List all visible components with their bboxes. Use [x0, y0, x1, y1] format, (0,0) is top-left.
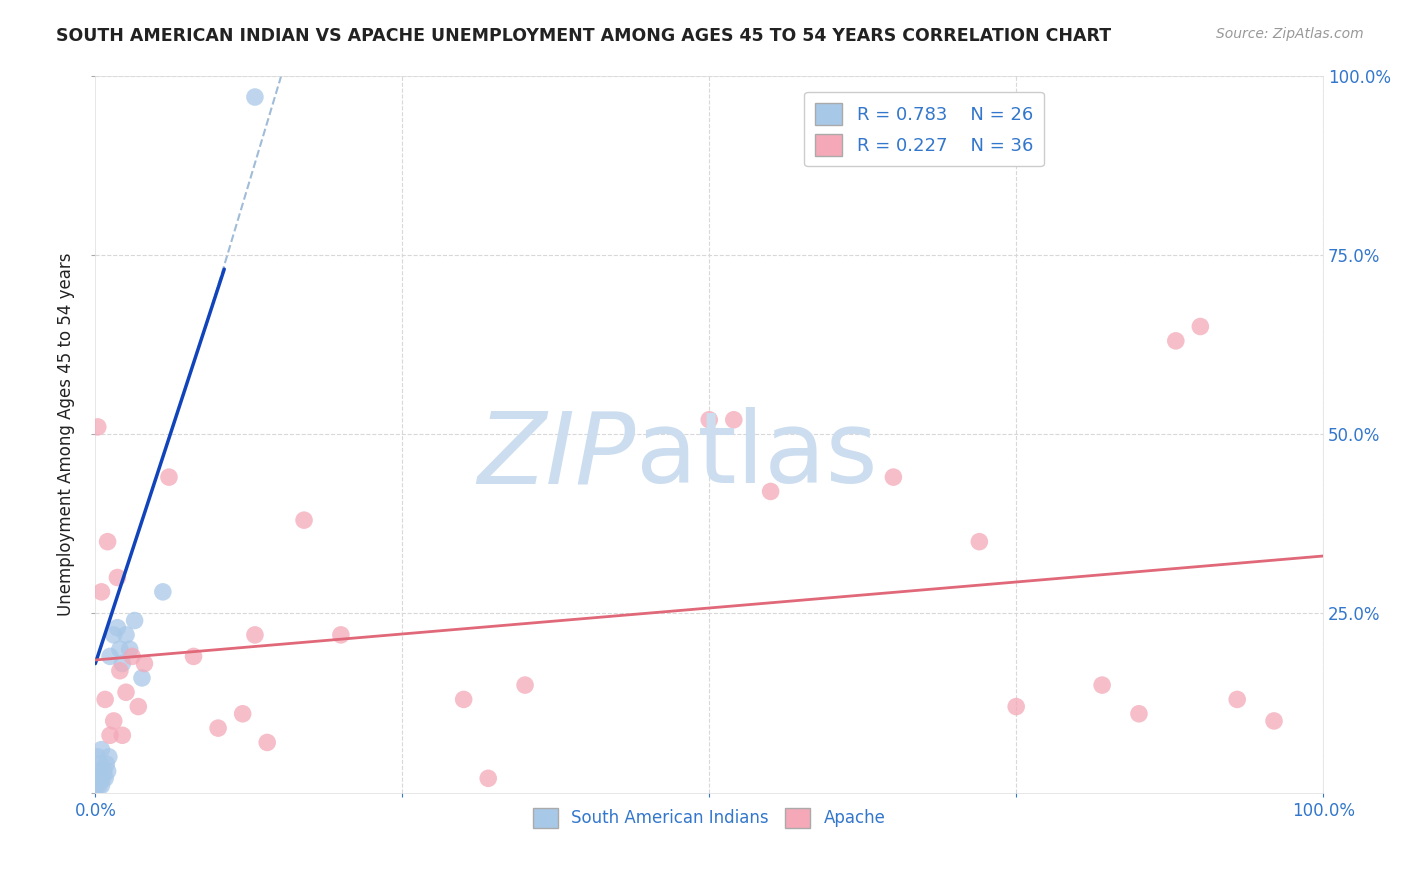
- Point: [1164, 334, 1187, 348]
- Text: ZIP: ZIP: [477, 407, 636, 504]
- Point: [243, 628, 266, 642]
- Point: [292, 513, 315, 527]
- Point: [152, 585, 174, 599]
- Point: [97, 764, 120, 779]
- Point: [87, 749, 110, 764]
- Point: [87, 764, 110, 779]
- Point: [96, 756, 118, 771]
- Point: [87, 772, 110, 786]
- Point: [103, 714, 125, 728]
- Text: atlas: atlas: [636, 407, 877, 504]
- Point: [89, 756, 111, 771]
- Point: [882, 470, 904, 484]
- Point: [759, 484, 782, 499]
- Point: [157, 470, 180, 484]
- Point: [1189, 319, 1212, 334]
- Point: [87, 420, 110, 434]
- Point: [723, 413, 745, 427]
- Point: [108, 642, 131, 657]
- Point: [134, 657, 156, 671]
- Point: [91, 772, 114, 786]
- Point: [89, 772, 111, 786]
- Point: [90, 779, 112, 793]
- Point: [1005, 699, 1028, 714]
- Point: [98, 728, 121, 742]
- Point: [108, 664, 131, 678]
- Point: [115, 685, 138, 699]
- Point: [453, 692, 475, 706]
- Legend: South American Indians, Apache: South American Indians, Apache: [526, 801, 893, 835]
- Point: [1226, 692, 1249, 706]
- Point: [1128, 706, 1150, 721]
- Point: [94, 692, 117, 706]
- Point: [97, 534, 120, 549]
- Point: [86, 779, 108, 793]
- Point: [127, 699, 149, 714]
- Point: [121, 649, 143, 664]
- Point: [90, 742, 112, 756]
- Point: [97, 749, 120, 764]
- Point: [124, 614, 146, 628]
- Point: [131, 671, 153, 685]
- Text: SOUTH AMERICAN INDIAN VS APACHE UNEMPLOYMENT AMONG AGES 45 TO 54 YEARS CORRELATI: SOUTH AMERICAN INDIAN VS APACHE UNEMPLOY…: [56, 27, 1111, 45]
- Point: [94, 772, 117, 786]
- Point: [183, 649, 205, 664]
- Point: [98, 649, 121, 664]
- Point: [232, 706, 254, 721]
- Point: [1091, 678, 1114, 692]
- Point: [513, 678, 536, 692]
- Point: [111, 728, 134, 742]
- Point: [93, 764, 115, 779]
- Y-axis label: Unemployment Among Ages 45 to 54 years: Unemployment Among Ages 45 to 54 years: [58, 252, 75, 615]
- Point: [329, 628, 352, 642]
- Point: [477, 772, 499, 786]
- Point: [115, 628, 138, 642]
- Point: [256, 735, 278, 749]
- Point: [111, 657, 134, 671]
- Point: [87, 779, 110, 793]
- Point: [969, 534, 991, 549]
- Point: [103, 628, 125, 642]
- Point: [118, 642, 141, 657]
- Point: [1263, 714, 1285, 728]
- Point: [243, 90, 266, 104]
- Point: [107, 621, 129, 635]
- Point: [697, 413, 720, 427]
- Point: [107, 570, 129, 584]
- Text: Source: ZipAtlas.com: Source: ZipAtlas.com: [1216, 27, 1364, 41]
- Point: [207, 721, 229, 735]
- Point: [90, 585, 112, 599]
